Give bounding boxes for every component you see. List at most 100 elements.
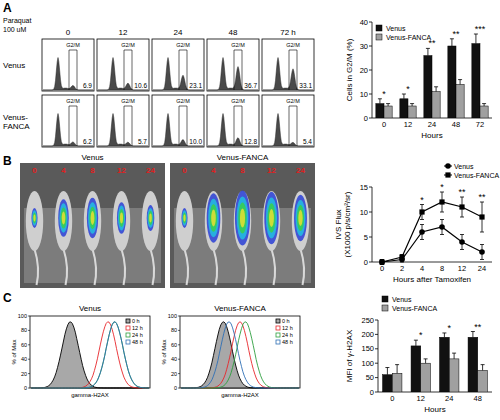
point — [459, 239, 465, 245]
image-title: Venus-FANCA — [217, 153, 269, 162]
y-tick-label: 80 — [171, 327, 177, 333]
bar — [400, 99, 408, 118]
bar — [376, 104, 384, 118]
legend-label: 0 h — [282, 318, 290, 324]
dna-histogram — [43, 58, 93, 91]
mouse-tail — [301, 249, 305, 285]
column-header: 12 — [119, 28, 128, 37]
histogram: G2/M33.1 — [262, 39, 314, 91]
intensity-curve — [31, 322, 149, 388]
g2m-percent: 10.6 — [134, 82, 147, 89]
intensity-curve — [181, 322, 299, 388]
luminescence — [118, 206, 125, 231]
series-line — [382, 227, 482, 262]
column-header: 0 — [66, 28, 71, 37]
point — [379, 259, 384, 264]
column-header: 48 — [229, 28, 238, 37]
legend-swatch — [126, 319, 130, 323]
treatment: 100 uM — [3, 26, 27, 33]
luminescence — [298, 210, 302, 226]
gate-label: G2/M — [121, 42, 135, 48]
y-tick — [369, 212, 372, 213]
g2m-gate — [69, 106, 77, 146]
error-bar — [474, 34, 478, 44]
x-tick-label: 24 — [445, 394, 453, 403]
y-tick — [178, 388, 180, 389]
y-tick-label: 40 — [360, 18, 368, 27]
y-tick — [369, 70, 372, 71]
x-tick-label: 48 — [474, 394, 482, 403]
error-bar — [395, 365, 399, 374]
time-label: 4 — [211, 166, 216, 175]
luminescence — [238, 203, 246, 234]
luminescence — [91, 211, 95, 225]
luminescence — [237, 196, 249, 239]
gate-label: G2/M — [231, 42, 245, 48]
error-bar — [400, 255, 404, 260]
y-tick-label: 60 — [171, 342, 177, 348]
histogram-frame — [42, 95, 94, 147]
histogram-frame — [42, 39, 94, 91]
mouse-tail — [243, 249, 247, 285]
y-tick — [375, 334, 378, 335]
legend-label: 12 h — [282, 325, 293, 331]
legend-label: Venus — [386, 25, 406, 32]
intensity-curve — [31, 322, 149, 388]
mouse-body — [176, 191, 193, 251]
error-bar — [380, 260, 384, 265]
plot-marks — [379, 192, 485, 265]
histogram-frame — [262, 39, 314, 91]
gate-label: G2/M — [176, 42, 190, 48]
luminescence — [89, 207, 95, 230]
significance: ** — [458, 187, 466, 197]
y-tick-label: 80 — [21, 327, 27, 333]
x-axis-label: gamma-H2AX — [71, 392, 109, 398]
y-axis-label: % of Max — [161, 339, 167, 364]
time-label: 8 — [240, 166, 245, 175]
luminescence — [269, 209, 274, 227]
mouse-body — [84, 191, 101, 251]
legend-label: Venus-FANCA — [454, 172, 499, 179]
error-bar — [458, 80, 462, 85]
x-tick-label: 2 — [400, 264, 404, 273]
y-tick — [178, 344, 180, 345]
flow-histogram: 020406080100% of Maxgamma-H2AX0 h12 h24 … — [161, 313, 300, 398]
histogram-title: Venus-FANCA — [214, 304, 266, 313]
bar — [472, 44, 480, 118]
column-header: 72 h — [280, 28, 296, 37]
histogram-frame — [30, 316, 150, 388]
histogram-title: Venus — [79, 304, 101, 313]
g2m-percent: 6.9 — [83, 82, 92, 89]
y-tick-label: 100 — [18, 313, 27, 319]
luminescence — [148, 208, 154, 228]
panel-label: B — [3, 154, 12, 168]
g2m-percent: 5.7 — [138, 138, 147, 145]
luminescence — [32, 210, 37, 226]
bioluminescence-image: 0481224 — [170, 163, 315, 288]
image-background — [170, 163, 315, 288]
luminescence — [182, 210, 187, 226]
figure: AParaquat100 uM012244872 hVenusG2/M6.9G2… — [0, 0, 500, 420]
y-tick — [369, 237, 372, 238]
error-bar — [482, 104, 486, 106]
error-bar — [471, 332, 475, 338]
mouse-body — [263, 191, 280, 251]
point — [419, 209, 424, 214]
histogram-frame — [180, 316, 300, 388]
row-name-line: Venus — [3, 61, 25, 70]
treatment: Paraquat — [3, 17, 31, 25]
histogram: G2/M23.1 — [152, 39, 204, 91]
g2m-percent: 33.1 — [299, 82, 312, 89]
bar — [478, 370, 488, 392]
mouse-tail — [214, 249, 218, 285]
significance: * — [420, 195, 424, 205]
y-tick — [375, 320, 378, 321]
point — [419, 229, 425, 235]
error-bar — [452, 353, 456, 359]
error-bar — [440, 192, 444, 212]
y-tick-label: 60 — [21, 342, 27, 348]
point — [379, 259, 385, 265]
luminescence — [149, 214, 152, 223]
luminescence — [211, 210, 216, 227]
legend-label: Venus — [392, 296, 412, 303]
